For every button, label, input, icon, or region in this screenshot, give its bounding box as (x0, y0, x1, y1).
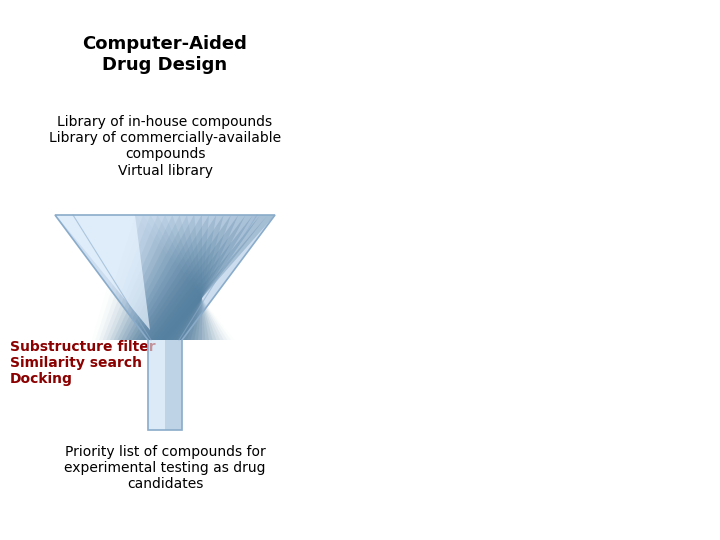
Polygon shape (114, 215, 212, 340)
Polygon shape (125, 215, 202, 340)
Polygon shape (107, 215, 220, 340)
Polygon shape (154, 215, 261, 340)
Text: Library of in-house compounds
Library of commercially-available
compounds
Virtua: Library of in-house compounds Library of… (49, 115, 281, 178)
Polygon shape (132, 215, 216, 340)
Polygon shape (128, 215, 209, 340)
Polygon shape (103, 215, 224, 340)
Polygon shape (143, 215, 238, 340)
Text: Computer-Aided
Drug Design: Computer-Aided Drug Design (83, 35, 248, 74)
Polygon shape (55, 215, 150, 330)
Polygon shape (99, 215, 228, 340)
Polygon shape (121, 215, 205, 340)
Text: Similarity search: Similarity search (10, 356, 142, 370)
Polygon shape (117, 215, 209, 340)
Polygon shape (161, 215, 275, 340)
Polygon shape (147, 215, 246, 340)
Text: Priority list of compounds for
experimental testing as drug
candidates: Priority list of compounds for experimen… (64, 445, 266, 491)
Text: Docking: Docking (10, 372, 73, 386)
Polygon shape (165, 340, 182, 430)
Polygon shape (55, 215, 275, 430)
Polygon shape (135, 215, 224, 340)
Polygon shape (158, 215, 268, 340)
Polygon shape (148, 340, 165, 430)
Polygon shape (140, 215, 231, 340)
Polygon shape (150, 215, 253, 340)
Text: Substructure filter: Substructure filter (10, 340, 156, 354)
Polygon shape (110, 215, 216, 340)
